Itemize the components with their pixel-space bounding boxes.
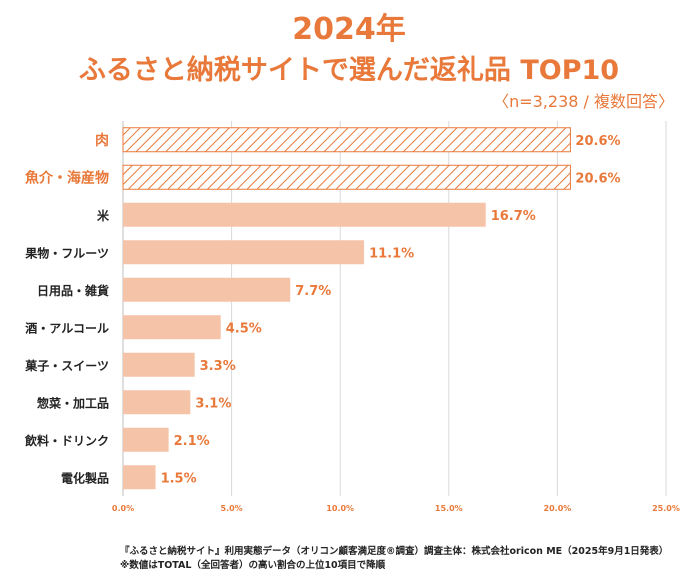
chart-title: ふるさと納税サイトで選んだ返礼品 TOP10	[78, 55, 620, 86]
bar	[123, 277, 291, 302]
value-label: 3.3%	[200, 359, 236, 374]
bar	[123, 390, 191, 415]
bar	[123, 352, 195, 377]
value-label: 1.5%	[161, 471, 197, 486]
category-label: 魚介・海産物	[25, 169, 109, 186]
x-tick-label: 15.0%	[435, 504, 463, 513]
category-label: 惣菜・加工品	[37, 395, 109, 410]
category-label: 飲料・ドリンク	[24, 433, 109, 448]
bar	[123, 240, 365, 265]
category-label: 酒・アルコール	[25, 321, 109, 335]
value-label: 20.6%	[575, 171, 620, 186]
x-tick-label: 0.0%	[112, 504, 134, 513]
x-tick-label: 5.0%	[221, 504, 243, 513]
category-label: 菓子・スイーツ	[24, 358, 109, 373]
bar	[123, 465, 156, 490]
bar	[122, 127, 571, 153]
chart-title-year: 2024年	[292, 12, 406, 47]
value-label: 4.5%	[226, 321, 262, 336]
bar	[123, 315, 221, 340]
x-tick-label: 10.0%	[326, 504, 354, 513]
sample-size-note: 〈n=3,238 / 複数回答〉	[493, 92, 674, 111]
category-label: 果物・フルーツ	[24, 245, 109, 260]
value-label: 3.1%	[195, 396, 231, 411]
footnote: ※数値はTOTAL（全回答者）の高い割合の上位10項目で降順	[120, 560, 386, 571]
category-label: 日用品・雑貨	[37, 283, 109, 298]
value-label: 7.7%	[295, 284, 331, 299]
category-label: 電化製品	[61, 470, 109, 485]
bar	[123, 202, 486, 227]
value-label: 16.7%	[491, 209, 536, 224]
value-label: 2.1%	[174, 434, 210, 449]
bar	[122, 164, 571, 190]
bar	[123, 427, 169, 452]
source-note: 『ふるさと納税サイト』利用実態データ（オリコン顧客満足度®調査）調査主体：株式会…	[120, 546, 669, 557]
category-label: 肉	[95, 132, 109, 149]
x-tick-label: 20.0%	[544, 504, 572, 513]
value-label: 11.1%	[369, 246, 414, 261]
x-tick-label: 25.0%	[652, 504, 680, 513]
category-label: 米	[97, 208, 110, 223]
value-label: 20.6%	[575, 134, 620, 149]
